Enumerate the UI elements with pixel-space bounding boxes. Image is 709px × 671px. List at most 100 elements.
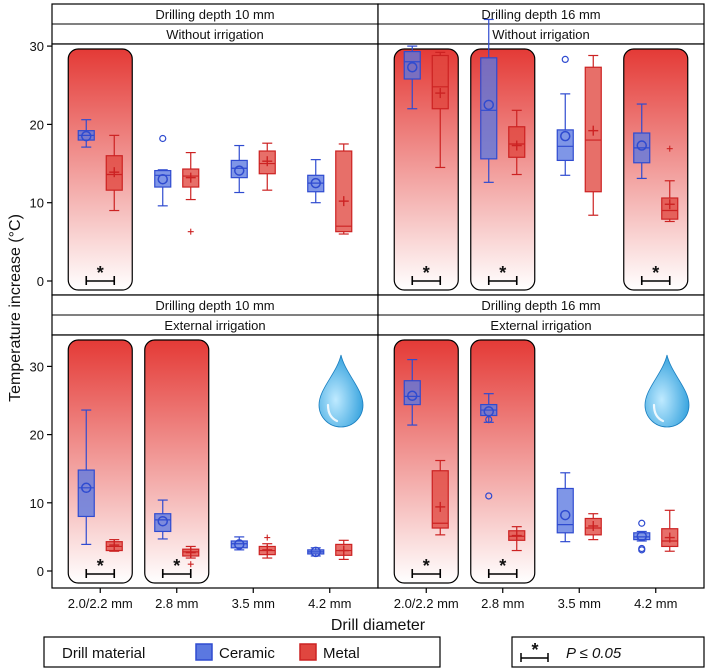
- panel-4-ceramic-1-outlier-1: [485, 492, 493, 500]
- panel-4-ceramic-0-box: [403, 380, 421, 406]
- panel-2-sig-marker-3: *: [640, 263, 671, 285]
- panel-3-metal-2-outlier-0: [264, 534, 271, 541]
- x-tick-label: 2.8 mm: [481, 596, 524, 611]
- panel-1-metal-1-outlier-0: [187, 228, 194, 235]
- x-tick-label: 4.2 mm: [308, 596, 351, 611]
- panel-2-sig-highlight-3: [623, 48, 689, 291]
- sig-star: *: [652, 263, 659, 283]
- legend-ceramic-swatch: [195, 643, 213, 661]
- panel-4-metal-0-mean: [435, 501, 446, 512]
- legend-sig-text: P ≤ 0.05: [566, 645, 622, 662]
- x-axis-label: Drill diameter: [331, 617, 426, 634]
- panel-1-depth-label: Drilling depth 10 mm: [155, 7, 274, 22]
- x-tick-label: 2.0/2.2 mm: [394, 596, 459, 611]
- legend-title: Drill material: [62, 645, 145, 662]
- panel-3-ceramic-0-mean: [81, 482, 92, 494]
- legend-metal-label: Metal: [323, 645, 360, 662]
- panel-3-irrigation-label: External irrigation: [164, 318, 265, 333]
- panel-3-sig-marker-0: *: [85, 556, 116, 578]
- water-drop-shine: [652, 403, 665, 423]
- panel-3-metal-0-mean: [109, 540, 120, 551]
- y-tick-label-0: 0: [37, 274, 44, 289]
- panel-2-ceramic-1-mean: [483, 99, 494, 111]
- x-tick-label: 3.5 mm: [232, 596, 275, 611]
- legend-material: Drill material Ceramic Metal: [43, 636, 441, 668]
- panel-2-sig-marker-0: *: [411, 263, 442, 285]
- panel-1-metal-3-box: [335, 150, 353, 233]
- panel-2-ceramic-1-box: [480, 57, 498, 160]
- panel-4-ceramic-3-outlier-2: [638, 546, 646, 554]
- panel-4-plot: * *: [377, 334, 705, 589]
- panel-3-plot: * *: [51, 334, 379, 589]
- panel-1-sig-highlight-0: [67, 48, 133, 291]
- panel-3-sig-marker-1: *: [161, 556, 192, 578]
- panel-4-metal-2-mean: [588, 520, 599, 531]
- panel-depth10-no-irrigation: Drilling depth 10 mm Without irrigation …: [51, 3, 379, 296]
- panel-1-ceramic-2-mean: [234, 165, 245, 176]
- panel-1-metal-0-mean: [109, 167, 120, 178]
- panel-depth10-external-irrigation: Drilling depth 10 mm External irrigation…: [51, 294, 379, 589]
- water-drop-body: [318, 354, 364, 428]
- panel-1-metal-1-mean: [185, 172, 196, 183]
- panel-2-ceramic-3-mean: [636, 140, 647, 151]
- panel-2-ceramic-0-mean: [407, 61, 418, 73]
- panel-1-ceramic-0-mean: [81, 130, 92, 142]
- panel-4-depth-label: Drilling depth 16 mm: [481, 298, 600, 313]
- panel-2-metal-3-outlier-0: [666, 145, 673, 152]
- y-tick-label-20: 20: [30, 428, 44, 443]
- water-drop-shine: [326, 403, 339, 423]
- panel-2-ceramic-2-outlier-0: [561, 55, 569, 64]
- panel-3-metal-2-mean: [262, 544, 273, 555]
- panel-3-ceramic-2-mean: [234, 539, 245, 550]
- panel-3-metal-1-outlier-0: [187, 561, 194, 568]
- sig-star: *: [499, 556, 506, 576]
- x-tick-label: 2.8 mm: [155, 596, 198, 611]
- y-axis-bottom: 0 10 20 30: [30, 359, 52, 579]
- panel-depth16-no-irrigation: Drilling depth 16 mm Without irrigation …: [377, 3, 705, 296]
- panel-1-ceramic-1-box: [154, 169, 172, 188]
- x-tick-label: 4.2 mm: [634, 596, 677, 611]
- panel-2-ceramic-0-box: [403, 50, 421, 80]
- sig-star: *: [423, 263, 430, 283]
- y-axis-label: Temperature increase (°C): [7, 214, 24, 402]
- panel-4-ceramic-3-box: [633, 532, 651, 541]
- panel-2-ceramic-2-box: [556, 129, 574, 162]
- panel-4-metal-3-mean: [664, 532, 675, 543]
- panel-4-ceramic-2-mean: [560, 509, 571, 521]
- panel-2-metal-0-mean: [435, 88, 446, 99]
- panel-4-sig-marker-0: *: [411, 556, 442, 578]
- water-drop-body: [644, 354, 690, 428]
- panel-3-metal-1-mean: [185, 547, 196, 558]
- legend-sig-star: *: [531, 640, 538, 660]
- panel-2-depth-label: Drilling depth 16 mm: [481, 7, 600, 22]
- panel-3-ceramic-1-mean: [157, 515, 168, 527]
- y-tick-label-30: 30: [30, 39, 44, 54]
- sig-star: *: [97, 556, 104, 576]
- panel-2-metal-1-mean: [511, 140, 522, 151]
- panel-4-ceramic-1-outlier-0: [485, 415, 493, 424]
- sig-star: *: [173, 556, 180, 576]
- panel-3-sig-highlight-0: [67, 339, 133, 584]
- legend-ceramic-label: Ceramic: [219, 645, 275, 662]
- panel-2-ceramic-2-mean: [560, 130, 571, 142]
- legend-metal-swatch: [299, 643, 317, 661]
- panel-3-depth-label: Drilling depth 10 mm: [155, 298, 274, 313]
- panel-1-ceramic-1-outlier-0: [159, 134, 167, 143]
- sig-star: *: [97, 263, 104, 283]
- sig-star: *: [499, 263, 506, 283]
- panel-3-ceramic-2-box: [230, 540, 248, 549]
- panel-1-ceramic-1-mean: [157, 173, 168, 185]
- y-tick-label-0: 0: [37, 564, 44, 579]
- x-tick-label: 3.5 mm: [558, 596, 601, 611]
- panel-3-metal-3-mean: [338, 545, 349, 556]
- panel-3-ceramic-3-mean: [310, 546, 321, 558]
- panel-4-ceramic-3-mean: [636, 530, 647, 542]
- y-tick-label-10: 10: [30, 496, 44, 511]
- panel-4-ceramic-1-mean: [483, 406, 494, 417]
- y-axis-top: 0 10 20 30: [30, 39, 52, 289]
- panel-4-irrigation-label: External irrigation: [490, 318, 591, 333]
- x-tick-label: 2.0/2.2 mm: [68, 596, 133, 611]
- panel-1-metal-3-mean: [338, 196, 349, 207]
- y-tick-label-10: 10: [30, 196, 44, 211]
